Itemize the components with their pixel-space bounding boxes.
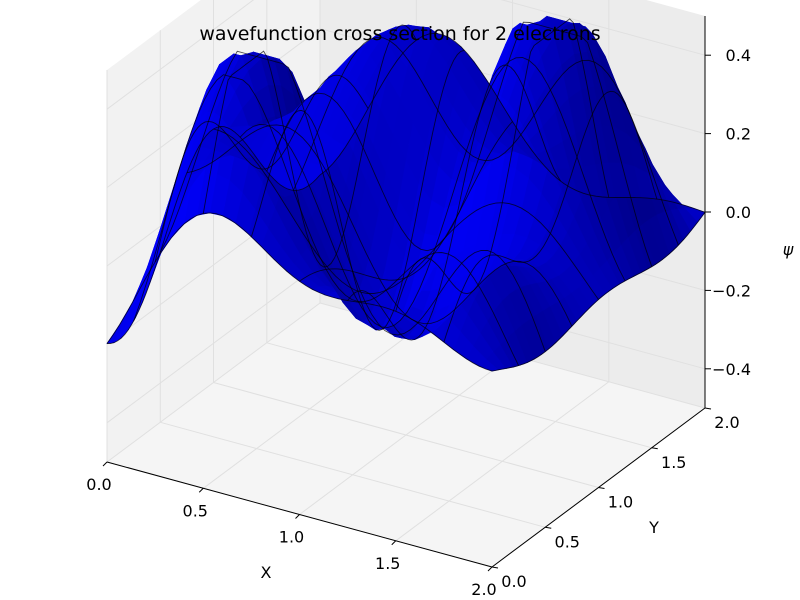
y-tick-label: 0.0 [501,572,526,591]
wire-line-y [133,74,520,366]
x-tick [295,514,300,519]
axis-lines: 0.0 0.5 1.0 1.5 2.0 0.0 0.5 1.0 1.5 2.0 −0.4 −0.2 0.… [86,16,751,599]
z-tick-label: −0.2 [712,281,751,300]
grid-line-z [106,0,706,110]
x-tick-label: 1.0 [279,528,304,547]
x-tick-label: 1.5 [375,554,400,573]
wire-line-y [106,212,493,372]
grid-line-y [319,0,706,409]
y-tick [491,566,499,569]
y-tick-label: 1.0 [608,493,633,512]
wire-line-y [319,32,706,213]
x-tick [102,461,108,467]
z-axis-label: ψ [783,240,794,259]
y-tick [651,447,658,450]
wire-line-y [239,57,626,329]
y-tick [704,407,712,410]
wire-line-y [266,21,653,267]
y-tick-label: 1.5 [661,453,686,472]
y-axis-label: Y [648,518,659,537]
y-tick [598,487,605,489]
y-tick-label: 2.0 [714,413,739,432]
grid-line-y [159,30,546,528]
y-tick [545,526,552,529]
z-tick-label: 0.0 [726,203,751,222]
x-tick [198,487,204,493]
z-tick-label: 0.2 [726,125,751,144]
wire-line-y [186,124,573,327]
x-tick [391,540,397,546]
x-tick-label: 0.0 [86,475,111,494]
chart-title: wavefunction cross section for 2 electro… [199,23,600,45]
surface-plot [106,15,706,372]
x-tick-label: 2.0 [471,580,496,599]
z-tick-label: −0.4 [712,360,751,379]
wire-line-y [213,128,599,300]
wire-line-y [292,36,679,246]
x-axis-label: X [261,563,272,582]
y-tick-label: 0.5 [555,532,580,551]
x-tick [487,566,493,572]
x-tick-label: 0.5 [183,501,208,520]
wire-line-y [159,50,546,352]
z-tick-label: 0.4 [726,46,751,65]
